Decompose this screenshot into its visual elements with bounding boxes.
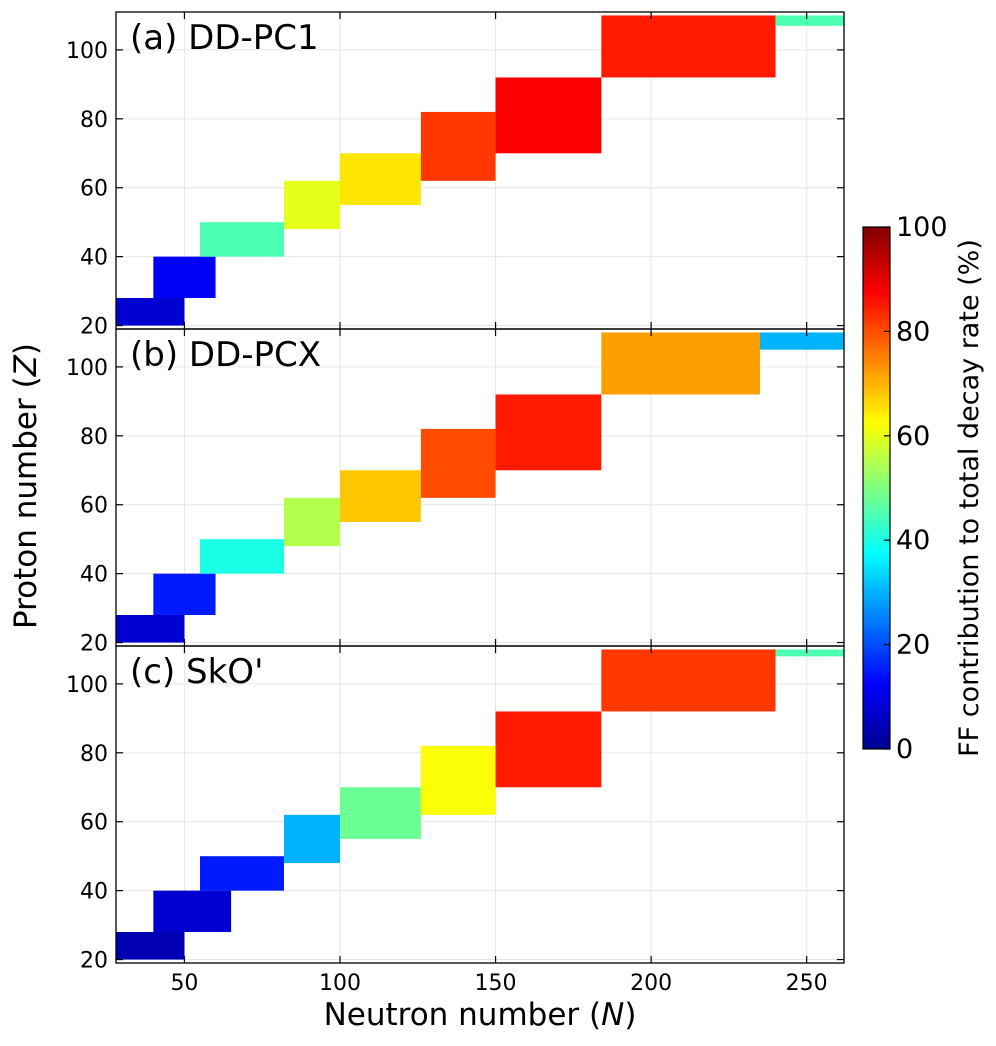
y-tick-label: 80: [80, 108, 108, 133]
colorbar-tick-label: 40: [896, 525, 930, 556]
panels-group: 20 40 60 80 100 (a) DD-PC1 20 40 60 80 100 (b) DD-P…: [66, 11, 845, 996]
x-axis-label: Neutron number (N): [324, 997, 637, 1033]
heatmap-cell: [153, 573, 216, 615]
panel-3: 20 40 60 80 100 (c) SkO': [66, 645, 845, 974]
heatmap-cell: [284, 180, 340, 230]
heatmap-cell: [601, 649, 776, 712]
y-tick-label: 40: [80, 246, 108, 271]
y-tick-label: 20: [80, 315, 108, 340]
y-tick-label: 100: [66, 356, 108, 381]
colorbar-tick-label: 0: [896, 734, 913, 765]
panel-label: (c) SkO': [130, 652, 263, 692]
colorbar-label: FF contribution to total decay rate (%): [954, 239, 985, 757]
y-tick-label: 60: [80, 811, 108, 836]
colorbar-ticks: 0 20 40 60 80 100: [884, 212, 948, 765]
y-axis-label: Proton number (Z): [8, 343, 44, 629]
heatmap-cell: [116, 614, 185, 643]
heatmap-cell: [200, 222, 284, 257]
y-tick-label: 20: [80, 949, 108, 974]
heatmap-cell: [420, 745, 496, 815]
y-tick-label: 40: [80, 563, 108, 588]
colorbar-tick-label: 60: [896, 421, 930, 452]
y-tick-label: 60: [80, 494, 108, 519]
heatmap-cell: [495, 77, 602, 154]
heatmap-cell: [775, 15, 844, 26]
heatmap-cell: [340, 153, 421, 205]
heatmap-cell: [495, 394, 602, 471]
heatmap-cell: [284, 814, 340, 864]
y-tick-label: 80: [80, 742, 108, 767]
heatmap-cell: [284, 497, 340, 547]
panel-2: 20 40 60 80 100 (b) DD-PCX: [66, 328, 845, 657]
colorbar-gradient: [862, 226, 891, 750]
heatmap-cell: [153, 890, 232, 932]
panel-frame: [115, 645, 845, 964]
y-tick-label: 100: [66, 673, 108, 698]
heatmap-cell: [340, 787, 421, 839]
colorbar-tick-label: 80: [896, 316, 930, 347]
colorbar-tick-label: 20: [896, 630, 930, 661]
heatmap-cell: [200, 539, 284, 574]
y-tick-label: 20: [80, 632, 108, 657]
y-tick-label: 80: [80, 425, 108, 450]
heatmap-cell: [200, 856, 284, 891]
panel-label: (a) DD-PC1: [130, 18, 319, 58]
heatmap-cell: [775, 649, 844, 657]
heatmap-cell: [760, 332, 844, 350]
heatmap-cell: [601, 332, 760, 395]
x-tick-label: 200: [630, 971, 672, 996]
colorbar-tick-label: 100: [896, 212, 948, 243]
y-tick-label: 60: [80, 177, 108, 202]
y-tick-label: 100: [66, 39, 108, 64]
heatmap-cell: [116, 297, 185, 326]
heatmap-cell: [420, 428, 496, 498]
heatmap-cell: [495, 711, 602, 788]
colorbar: 0 20 40 60 80 100 FF contribution to total de…: [862, 212, 985, 765]
panel-1: 20 40 60 80 100 (a) DD-PC1: [66, 11, 845, 340]
heatmap-cell: [116, 931, 185, 960]
panel-label: (b) DD-PCX: [130, 335, 321, 375]
heatmap-cell: [153, 256, 216, 298]
x-tick-label: 250: [786, 971, 828, 996]
x-tick-label: 100: [319, 971, 361, 996]
x-tick-label: 150: [475, 971, 517, 996]
heatmap-cell: [340, 470, 421, 522]
heatmap-cell: [420, 111, 496, 181]
heatmap-cell: [601, 15, 776, 78]
y-tick-label: 40: [80, 880, 108, 905]
x-tick-label: 50: [170, 971, 198, 996]
